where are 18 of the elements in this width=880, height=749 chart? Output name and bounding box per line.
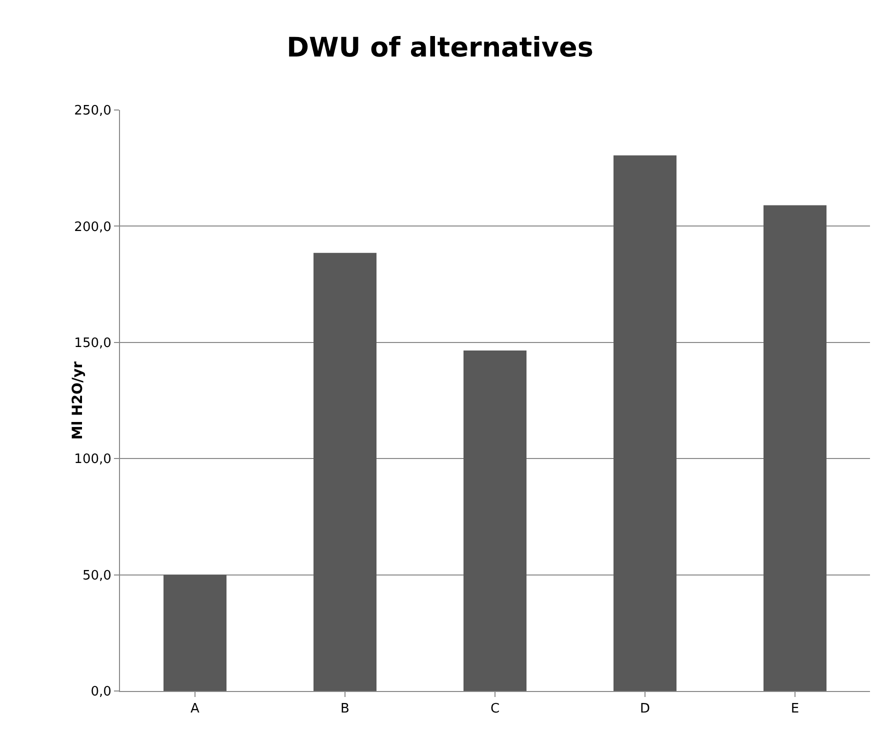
- y-axis-title: Ml H2O/yr: [70, 361, 86, 440]
- x-tick-label: C: [490, 702, 500, 717]
- x-tick-label: B: [340, 702, 350, 717]
- y-tick-label: 150,0: [74, 336, 112, 351]
- y-tick-label: 50,0: [82, 568, 112, 584]
- x-tick-label: D: [640, 702, 650, 717]
- y-tick-label: 200,0: [74, 220, 112, 235]
- bar: [314, 252, 376, 691]
- bar: [764, 205, 826, 691]
- x-tick-label: E: [790, 702, 800, 717]
- chart-title: DWU of alternatives: [286, 32, 594, 64]
- y-tick-label: 250,0: [74, 104, 112, 119]
- y-tick-label: 0,0: [90, 684, 112, 700]
- bar: [164, 574, 226, 691]
- y-tick-label: 100,0: [74, 452, 112, 468]
- bar: [614, 155, 676, 691]
- x-tick-label: A: [190, 702, 200, 717]
- bar: [464, 350, 526, 691]
